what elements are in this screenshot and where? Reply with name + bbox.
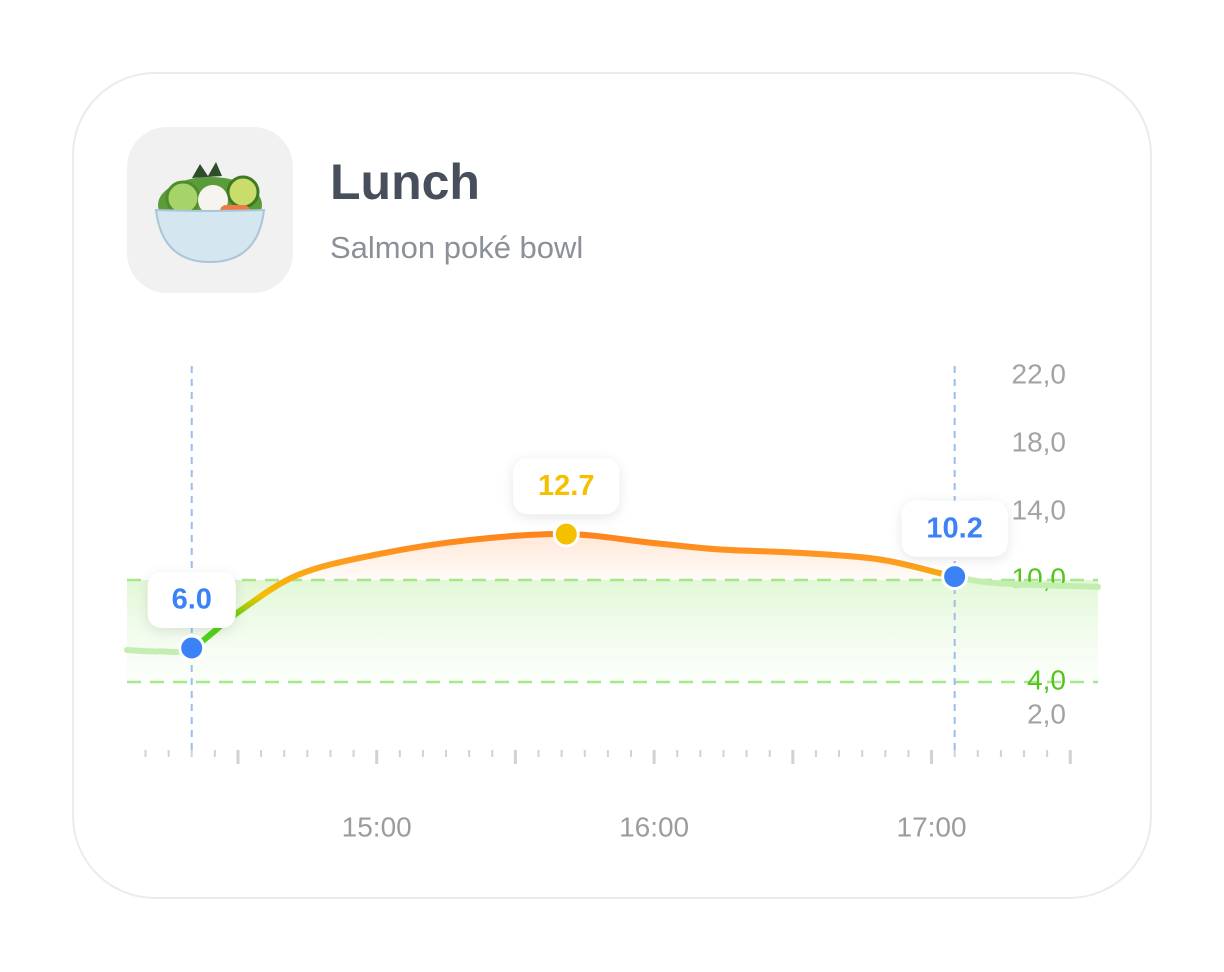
tooltip-box — [147, 572, 236, 628]
y-tick-label: 2,0 — [1027, 698, 1066, 729]
meal-subtitle: Salmon poké bowl — [330, 230, 583, 265]
tooltip-label: 12.7 — [538, 470, 594, 502]
target-band — [127, 580, 1098, 682]
y-tick-label: 22,0 — [1012, 358, 1067, 389]
x-tick-label: 15:00 — [342, 811, 412, 842]
tooltip-label: 10.2 — [926, 512, 982, 544]
tooltip-box — [513, 458, 620, 515]
bowl-illustration — [154, 162, 266, 264]
meal-title: Lunch — [330, 154, 480, 210]
tooltip-label: 6.0 — [172, 584, 212, 616]
y-tick-label: 18,0 — [1012, 426, 1067, 457]
marker-dot — [552, 520, 580, 548]
curve-glow — [191, 534, 955, 648]
tooltip-box — [901, 500, 1008, 557]
marker-dot — [941, 563, 969, 591]
y-tick-label: 4,0 — [1027, 664, 1066, 695]
glucose-chart: 22,0 18,0 14,0 10,0 4,02,0 15:00 16:00 17:00 6.0… — [124, 358, 1101, 842]
y-tick-label: 14,0 — [1012, 494, 1067, 525]
x-tick-label: 17:00 — [897, 811, 967, 842]
marker-dot — [178, 634, 206, 662]
y-tick-label: 10,0 — [1012, 562, 1067, 593]
x-tick-label: 16:00 — [619, 811, 689, 842]
